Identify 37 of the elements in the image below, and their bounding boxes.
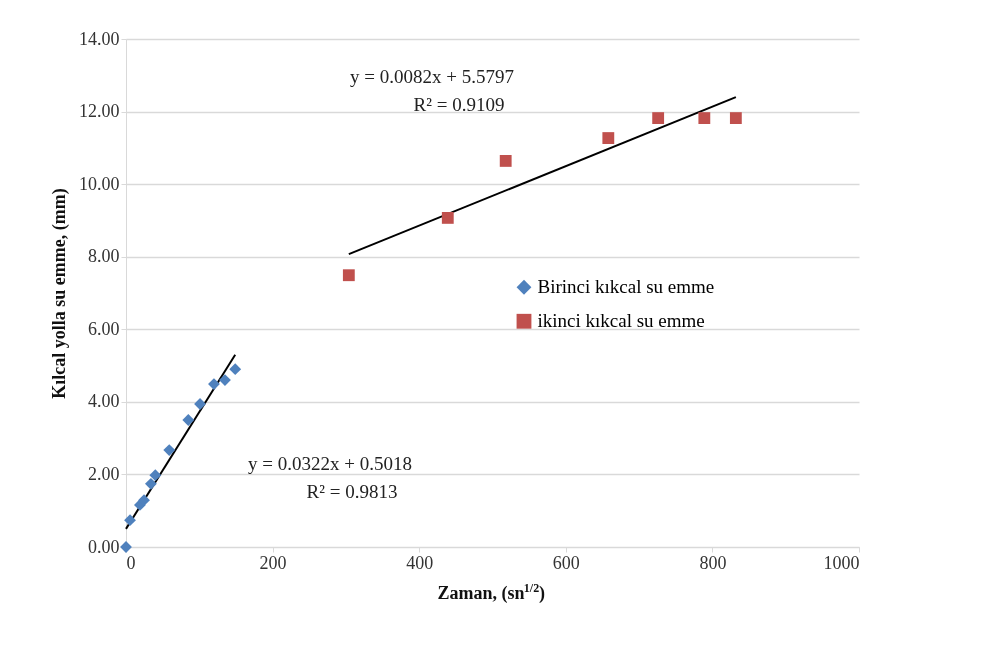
point (145, 477, 157, 490)
y-tick-label: 12.00 (79, 101, 120, 122)
y-tick-label: 8.00 (88, 246, 120, 267)
point (652, 112, 665, 125)
y-tick-label: 14.00 (79, 28, 120, 49)
point (120, 541, 132, 553)
point (342, 269, 355, 282)
x-tick-label: 600 (552, 552, 580, 573)
x-tick-label: 400 (406, 552, 434, 573)
x-tick-label: 200 (259, 552, 287, 573)
y-tick-label: 10.00 (79, 173, 120, 194)
point (208, 378, 220, 390)
x-tick-label: 0 (126, 552, 136, 573)
annotation: R² = 0.9109 (413, 94, 505, 115)
point (163, 444, 176, 457)
y-axis-title: Kılcal yolla su emme, (mm) (49, 188, 70, 399)
point (698, 112, 711, 125)
y-tick-label: 0.00 (88, 536, 120, 557)
point (602, 132, 615, 144)
annotation: R² = 0.9813 (306, 481, 398, 502)
point (229, 363, 242, 376)
point (182, 414, 195, 426)
y-tick-label: 4.00 (88, 391, 120, 412)
legend-label: ikinci kıkcal su emme (537, 310, 705, 332)
point (149, 469, 162, 482)
point (499, 155, 512, 167)
point (441, 211, 454, 224)
annotation: y = 0.0322x + 0.5018 (248, 453, 412, 474)
x-tick-label: 800 (699, 552, 727, 573)
point (124, 514, 136, 527)
y-tick-label: 6.00 (88, 318, 120, 339)
x-tick-label: 1000 (823, 552, 860, 573)
point (729, 112, 742, 125)
legend-label: Birinci kıkcal su emme (537, 276, 715, 298)
point (219, 374, 231, 386)
annotation: y = 0.0082x + 5.5797 (350, 66, 514, 87)
y-tick-label: 2.00 (88, 463, 120, 484)
